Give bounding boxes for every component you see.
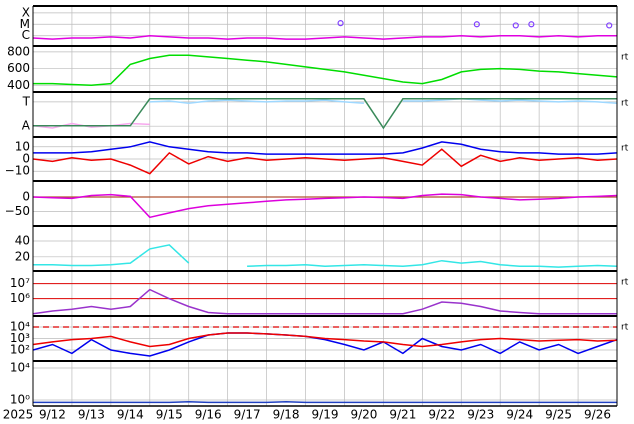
- x-tick-label: 9/16: [195, 408, 222, 422]
- x-tick-label: 9/18: [273, 408, 300, 422]
- y-tick-label: 10⁴: [10, 361, 30, 375]
- annotation: rt: [621, 278, 629, 288]
- y-tick-label: −10: [5, 164, 30, 178]
- year-label: 2025: [3, 408, 34, 422]
- x-tick-label: 9/25: [545, 408, 572, 422]
- x-tick-label: 9/19: [312, 408, 339, 422]
- series-line: [33, 244, 617, 268]
- x-tick-label: 9/24: [506, 408, 533, 422]
- y-tick-label: 10⁰: [10, 393, 30, 407]
- series-line: [33, 122, 150, 129]
- y-tick-label: 10: [15, 139, 30, 153]
- event-marker: [528, 21, 535, 28]
- x-tick-label: 9/15: [156, 408, 183, 422]
- series-line: [33, 54, 617, 87]
- series-line: [33, 141, 617, 155]
- series-line: [33, 332, 617, 357]
- y-tick-label: 10²: [10, 342, 30, 356]
- y-tick-label: C: [22, 28, 30, 42]
- series-line: [33, 148, 617, 175]
- x-tick-label: 9/12: [39, 408, 66, 422]
- panel: XMC: [20, 5, 618, 46]
- series-line: [33, 34, 617, 40]
- series-line: [149, 98, 617, 105]
- y-tick-label: T: [22, 94, 31, 108]
- y-tick-label: 0: [22, 189, 30, 203]
- annotation: rt: [621, 323, 629, 333]
- series-line: [33, 193, 617, 219]
- x-tick-label: 9/22: [428, 408, 455, 422]
- event-marker: [606, 22, 613, 29]
- y-tick-label: 10⁶: [10, 291, 30, 305]
- y-tick-label: 10³: [10, 331, 30, 345]
- series-line: [33, 98, 617, 130]
- annotation: rt: [621, 144, 629, 154]
- y-tick-label: 600: [7, 61, 30, 75]
- series-line: [33, 332, 617, 348]
- y-tick-label: 20: [15, 249, 30, 263]
- panel: 0−50: [5, 180, 618, 226]
- y-tick-label: X: [22, 5, 30, 19]
- y-tick-label: 40: [15, 234, 30, 248]
- annotation: rt: [621, 99, 629, 109]
- x-tick-label: 9/17: [234, 408, 261, 422]
- x-tick-label: 9/20: [350, 408, 377, 422]
- y-tick-label: M: [20, 17, 30, 31]
- x-tick-label: 9/26: [584, 408, 611, 422]
- event-marker: [337, 20, 344, 27]
- y-tick-label: 10⁷: [10, 276, 30, 290]
- x-tick-label: 9/13: [78, 408, 105, 422]
- x-tick-label: 9/23: [467, 408, 494, 422]
- y-tick-label: 0: [22, 152, 30, 166]
- panel: 10⁴ 10⁰: [10, 360, 618, 407]
- event-marker: [473, 21, 480, 28]
- x-tick-label: 9/21: [389, 408, 416, 422]
- annotation: rt: [621, 53, 629, 63]
- series-line: [33, 288, 617, 315]
- y-tick-label: 800: [7, 44, 30, 58]
- x-tick-label: 9/14: [117, 408, 144, 422]
- y-tick-label: −50: [5, 204, 30, 218]
- y-tick-label: A: [22, 119, 31, 133]
- y-tick-label: 10⁴: [10, 319, 30, 333]
- event-marker: [512, 22, 519, 29]
- panel: 100−10 rt: [5, 136, 629, 181]
- panel: 400 600 800 rt: [7, 44, 629, 92]
- series-line: [33, 401, 617, 404]
- y-tick-label: 400: [7, 78, 30, 92]
